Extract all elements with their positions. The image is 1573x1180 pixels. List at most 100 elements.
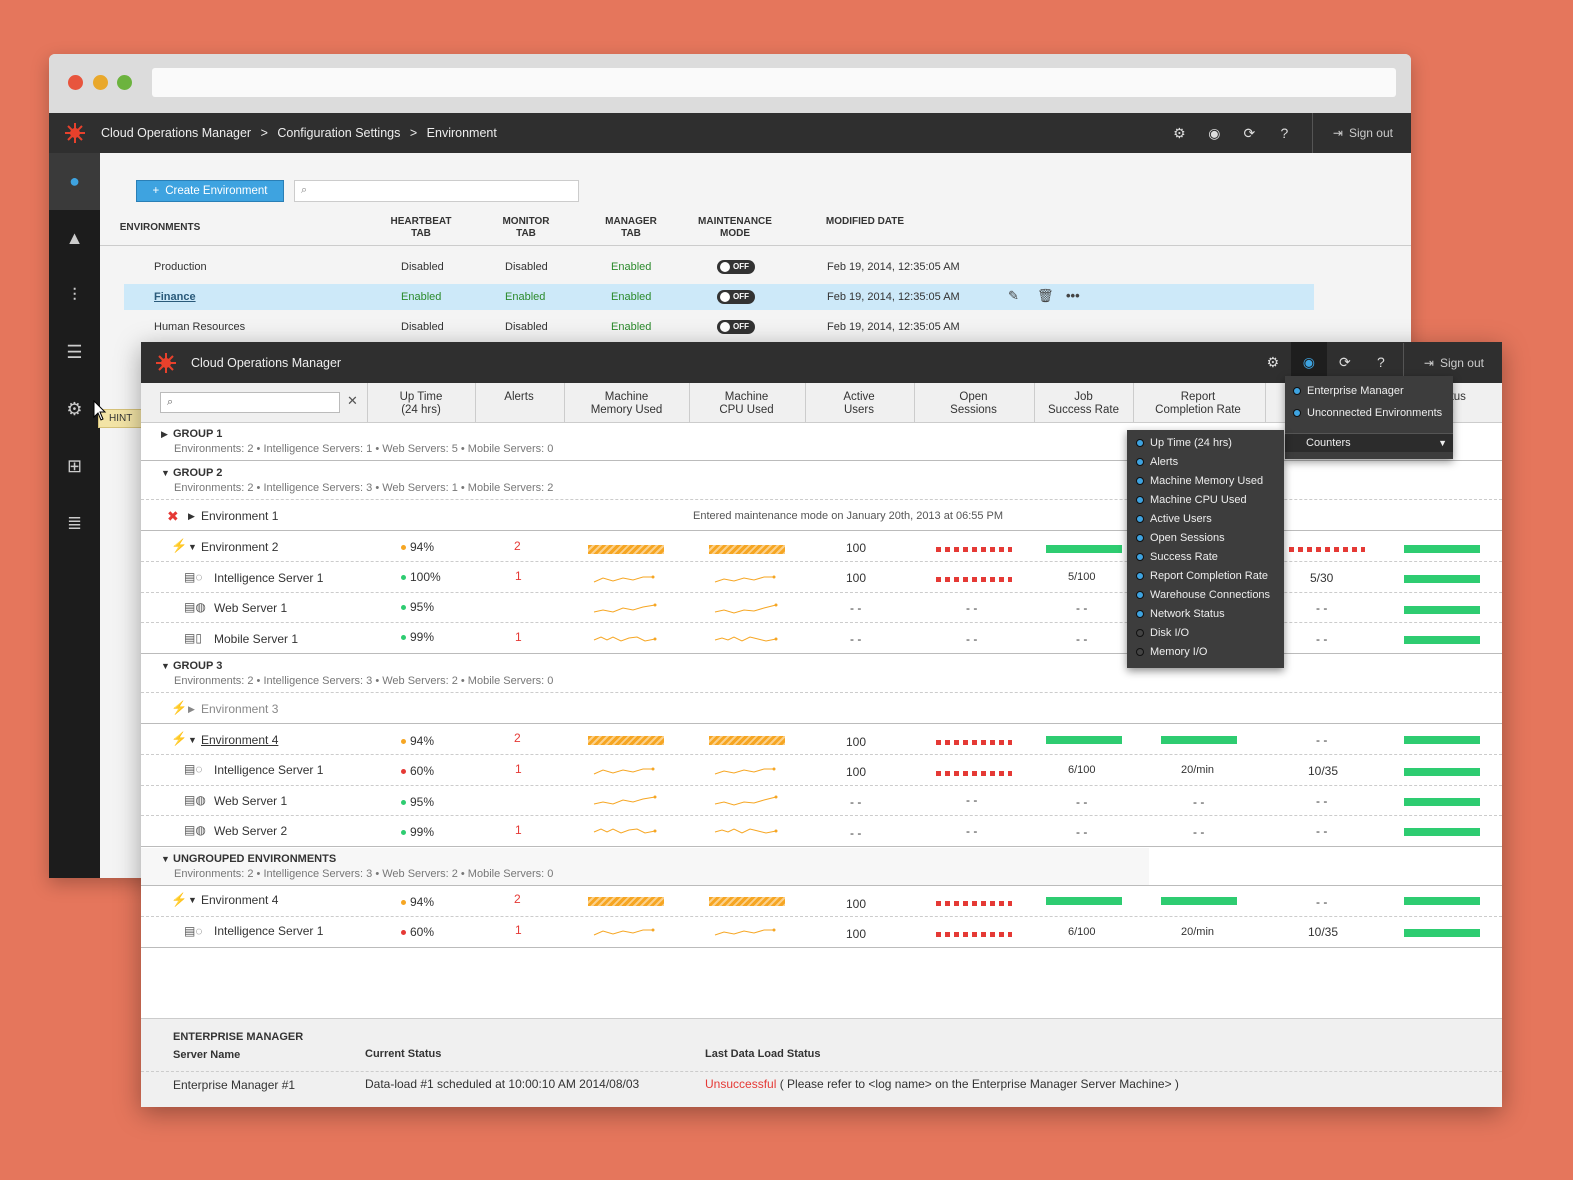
group-row-ungrouped[interactable]: ▼ UNGROUPED ENVIRONMENTS Environments: 2…	[141, 848, 1502, 886]
minimize-window-dot[interactable]	[93, 75, 108, 90]
view-option-enterprise-manager[interactable]: Enterprise Manager	[1293, 385, 1404, 397]
trash-icon[interactable]: 🗑	[1037, 288, 1054, 303]
table-row[interactable]: ▤◌ Intelligence Server 1 60% 1 100 6/100…	[141, 756, 1502, 786]
collapse-icon[interactable]: ▼	[161, 468, 170, 478]
sidebar-item-list[interactable]: ☰	[49, 324, 100, 381]
col-memory[interactable]: Machine Memory Used	[590, 391, 663, 416]
edit-icon[interactable]: ✎	[1008, 288, 1019, 303]
maintenance-toggle[interactable]: OFF	[717, 260, 755, 274]
gear-icon[interactable]: ⚙	[1173, 124, 1186, 141]
help-icon[interactable]: ?	[1280, 125, 1289, 141]
breadcrumb-app[interactable]: Cloud Operations Manager	[101, 126, 252, 140]
server-name[interactable]: Intelligence Server 1	[214, 763, 324, 777]
counter-option[interactable]: Alerts	[1136, 456, 1178, 468]
env-name[interactable]: Environment 3	[201, 702, 279, 716]
table-row[interactable]: ▤◌ Intelligence Server 1 60% 1 100 6/100…	[141, 918, 1502, 948]
server-name[interactable]: Mobile Server 1	[214, 632, 299, 646]
col-environments[interactable]: ENVIRONMENTS	[119, 222, 201, 233]
counter-option[interactable]: Machine Memory Used	[1136, 475, 1263, 487]
counter-option[interactable]: Success Rate	[1136, 551, 1218, 563]
col-maintenance[interactable]: MAINTENANCE MODE	[698, 216, 772, 239]
maximize-window-dot[interactable]	[117, 75, 132, 90]
counter-option[interactable]: Open Sessions	[1136, 532, 1225, 544]
counter-option[interactable]: Network Status	[1136, 608, 1225, 620]
env-name[interactable]: Environment 4	[201, 893, 279, 907]
col-job-success[interactable]: Job Success Rate	[1048, 391, 1119, 416]
col-heartbeat[interactable]: HEARTBEAT TAB	[390, 216, 452, 239]
col-active-users[interactable]: Active Users	[843, 391, 875, 416]
counter-option[interactable]: Machine CPU Used	[1136, 494, 1247, 506]
sidebar-item-settings[interactable]: ⚙	[49, 381, 100, 438]
counter-option[interactable]: Up Time (24 hrs)	[1136, 437, 1232, 449]
table-row[interactable]: ⚡ ▼ Environment 4 94% 2 100 - -	[141, 887, 1502, 917]
refresh-icon[interactable]: ⟳	[1243, 124, 1256, 141]
col-monitor[interactable]: MONITOR TAB	[502, 216, 550, 239]
env-name[interactable]: Environment 2	[201, 540, 279, 554]
sidebar-item-globe[interactable]: ●	[49, 153, 100, 210]
counter-option[interactable]: Disk I/O	[1136, 627, 1189, 639]
col-uptime[interactable]: Up Time (24 hrs)	[399, 391, 443, 416]
col-alerts[interactable]: Alerts	[504, 391, 534, 403]
group-row-3[interactable]: ▼ GROUP 3 Environments: 2 • Intelligence…	[141, 655, 1502, 693]
table-row[interactable]: ⚡ ▶ Environment 3	[141, 694, 1502, 724]
table-row[interactable]: ▤◍ Web Server 1 95% - - - - - - - - - -	[141, 787, 1502, 816]
server-name[interactable]: Web Server 2	[214, 824, 288, 838]
address-bar[interactable]	[152, 68, 1396, 97]
counter-option[interactable]: Report Completion Rate	[1136, 570, 1268, 582]
server-name[interactable]: Intelligence Server 1	[214, 924, 324, 938]
counter-option[interactable]: Memory I/O	[1136, 646, 1207, 658]
col-modified[interactable]: MODIFIED DATE	[825, 216, 905, 227]
table-row[interactable]: Human Resources Disabled Disabled Enable…	[124, 314, 1314, 340]
sidebar-item-network[interactable]: ⊞	[49, 438, 100, 495]
col-report-completion[interactable]: Report Completion Rate	[1155, 391, 1241, 416]
more-icon[interactable]: •••	[1066, 288, 1080, 303]
expand-icon[interactable]: ▶	[188, 511, 195, 521]
env-name[interactable]: Environment 1	[201, 509, 279, 523]
maintenance-toggle[interactable]: OFF	[717, 320, 755, 334]
close-window-dot[interactable]	[68, 75, 83, 90]
env-name-link[interactable]: Environment 4	[201, 733, 279, 747]
table-row[interactable]: ▤◍ Web Server 1 95% - - - - - - - -	[141, 594, 1502, 623]
collapse-icon[interactable]: ▼	[188, 735, 197, 745]
table-row[interactable]: ⚡ ▼ Environment 2 94% 2 100	[141, 532, 1502, 562]
table-row-selected[interactable]: Finance Enabled Enabled Enabled OFF Feb …	[124, 284, 1314, 310]
table-row[interactable]: ▤◍ Web Server 2 99% 1 - - - - - - - - - …	[141, 817, 1502, 847]
table-row[interactable]: Production Disabled Disabled Enabled OFF…	[124, 254, 1314, 280]
sign-out-button[interactable]: ⇥ Sign out	[1311, 113, 1411, 153]
collapse-icon[interactable]: ▼	[161, 661, 170, 671]
eye-icon[interactable]: ◉	[1208, 124, 1221, 141]
counters-select[interactable]: Counters ▼	[1285, 433, 1453, 452]
collapse-icon[interactable]: ▼	[188, 542, 197, 552]
col-open-sessions[interactable]: Open Sessions	[950, 391, 997, 416]
sidebar-item-alerts[interactable]: ▲	[49, 210, 100, 267]
gear-icon[interactable]: ⚙	[1266, 354, 1280, 370]
view-option-unconnected[interactable]: Unconnected Environments	[1293, 407, 1442, 419]
sidebar-item-servers[interactable]: ≣	[49, 495, 100, 552]
group-row-2[interactable]: ▼ GROUP 2 Environments: 2 • Intelligence…	[141, 462, 1502, 500]
table-row[interactable]: ⚡ ▼ Environment 4 94% 2 100 - -	[141, 725, 1502, 755]
server-name[interactable]: Web Server 1	[214, 601, 288, 615]
counter-option[interactable]: Warehouse Connections	[1136, 589, 1270, 601]
help-icon[interactable]: ?	[1376, 354, 1385, 370]
refresh-icon[interactable]: ⟳	[1339, 354, 1351, 370]
env-name-link[interactable]: Finance	[154, 291, 196, 303]
table-row[interactable]: ▤◌ Intelligence Server 1 100% 1 100 5/10…	[141, 563, 1502, 593]
expand-icon[interactable]: ▶	[161, 429, 168, 439]
sidebar-item-metrics[interactable]: ⫶	[49, 267, 100, 324]
server-name[interactable]: Web Server 1	[214, 794, 288, 808]
group-row-1[interactable]: ▶ GROUP 1 Environments: 2 • Intelligence…	[141, 423, 1502, 461]
clear-search-icon[interactable]: ✕	[347, 393, 358, 408]
expand-icon[interactable]: ▶	[188, 704, 195, 714]
col-cpu[interactable]: Machine CPU Used	[719, 391, 774, 416]
breadcrumb-config[interactable]: Configuration Settings	[277, 126, 401, 140]
table-row[interactable]: ▤▯ Mobile Server 1 99% 1 - - - - - - - -	[141, 624, 1502, 654]
sign-out-button[interactable]: ⇥ Sign out	[1402, 342, 1502, 383]
environment-search-input[interactable]: ⌕	[294, 180, 579, 202]
col-manager[interactable]: MANAGER TAB	[605, 216, 657, 239]
counter-option[interactable]: Active Users	[1136, 513, 1212, 525]
create-environment-button[interactable]: + Create Environment	[136, 180, 284, 202]
collapse-icon[interactable]: ▼	[161, 854, 170, 864]
server-name[interactable]: Intelligence Server 1	[214, 571, 324, 585]
maintenance-toggle[interactable]: OFF	[717, 290, 755, 304]
collapse-icon[interactable]: ▼	[188, 895, 197, 905]
